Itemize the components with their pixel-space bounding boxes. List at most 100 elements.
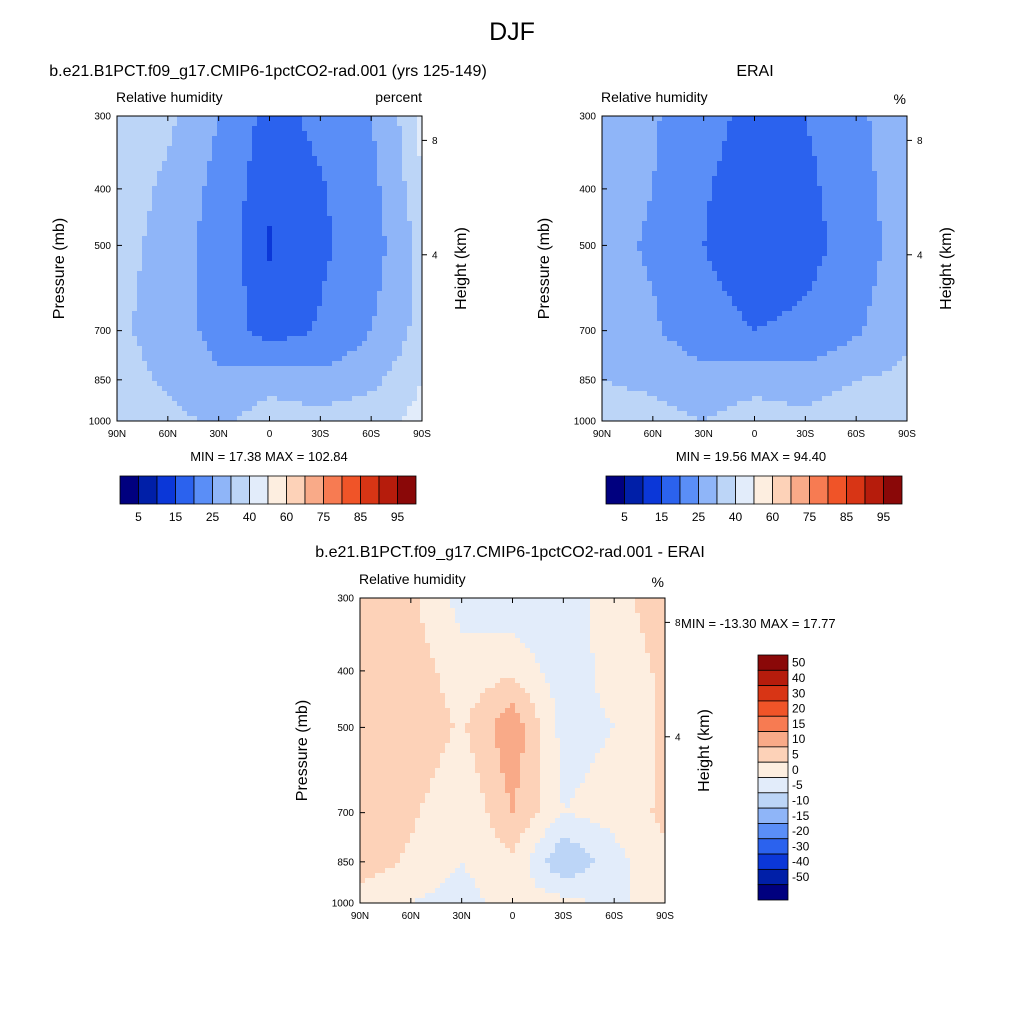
pressure-tick-label: 850	[579, 375, 596, 386]
colorbar-2-label: 95	[877, 510, 891, 524]
colorbar-2-swatch	[864, 475, 884, 505]
colorbar-3-label: 20	[792, 702, 806, 716]
panel-2-min-max: MIN = 19.56 MAX = 94.40	[675, 449, 827, 464]
colorbar-2-swatch	[809, 475, 829, 505]
height-axis-label: Height (km)	[453, 227, 470, 310]
panel-3-field	[360, 598, 665, 903]
pressure-tick-label: 400	[579, 184, 596, 195]
lat-tick-label: 90N	[108, 429, 126, 440]
pressure-tick-label: 400	[94, 184, 111, 195]
pressure-axis-label: Pressure (mb)	[294, 700, 311, 801]
colorbar-2-swatch	[883, 475, 903, 505]
colorbar-2-swatch	[827, 475, 847, 505]
colorbar-2-label: 5	[621, 510, 628, 524]
colorbar-3-swatch	[757, 853, 789, 870]
panel-1-units: percent	[375, 89, 422, 105]
panel-2-units: %	[893, 91, 906, 107]
panel-2-field	[602, 116, 907, 421]
colorbar-3-swatch	[757, 731, 789, 748]
colorbar-1-swatch	[230, 475, 250, 505]
panel-3-units: %	[651, 574, 664, 590]
colorbar-2-swatch	[753, 475, 773, 505]
panel-2-variable-label: Relative humidity	[601, 89, 708, 105]
colorbar-3-label: -30	[792, 839, 810, 853]
colorbar-2-swatch	[605, 475, 625, 505]
colorbar-3-label: -15	[792, 809, 810, 823]
height-axis-label: Height (km)	[696, 709, 713, 792]
panel-3-min-max: MIN = -13.30 MAX = 17.77	[681, 616, 836, 631]
pressure-tick-label: 500	[337, 723, 354, 734]
pressure-tick-label: 1000	[574, 417, 597, 428]
colorbar-1-swatch	[156, 475, 176, 505]
lat-tick-label: 60S	[362, 429, 380, 440]
lat-tick-label: 90N	[351, 911, 369, 922]
pressure-tick-label: 300	[579, 112, 596, 123]
pressure-tick-label: 300	[94, 112, 111, 123]
colorbar-1-swatch	[378, 475, 398, 505]
colorbar-3-swatch	[757, 685, 789, 702]
colorbar-1-swatch	[212, 475, 232, 505]
colorbar-2-swatch	[624, 475, 644, 505]
colorbar-3-swatch	[757, 654, 789, 671]
colorbar-1-label: 25	[206, 510, 220, 524]
colorbar-2-swatch	[698, 475, 718, 505]
colorbar-3-swatch	[757, 884, 789, 901]
colorbar-1-label: 15	[169, 510, 183, 524]
colorbar-2-swatch	[716, 475, 736, 505]
lat-tick-label: 90S	[898, 429, 916, 440]
pressure-tick-label: 700	[94, 326, 111, 337]
colorbar-1-swatch	[286, 475, 306, 505]
lat-tick-label: 60S	[605, 911, 623, 922]
colorbar-1-label: 95	[391, 510, 405, 524]
lat-tick-label: 60N	[402, 911, 420, 922]
colorbar-1-swatch	[304, 475, 324, 505]
panel-1-min-max: MIN = 17.38 MAX = 102.84	[190, 449, 348, 464]
height-tick-label: 4	[675, 732, 681, 743]
height-axis-label: Height (km)	[938, 227, 955, 310]
lat-tick-label: 90S	[413, 429, 431, 440]
panel-3-variable-label: Relative humidity	[359, 571, 466, 587]
colorbar-2-swatch	[661, 475, 681, 505]
colorbar-3-swatch	[757, 761, 789, 778]
colorbar-3-label: 30	[792, 686, 806, 700]
colorbar-1-swatch	[193, 475, 213, 505]
colorbar-2-swatch	[846, 475, 866, 505]
colorbar-3-swatch	[757, 807, 789, 824]
panel-3-title: b.e21.B1PCT.f09_g17.CMIP6-1pctCO2-rad.00…	[315, 544, 705, 561]
colorbar-2-swatch	[772, 475, 792, 505]
lat-tick-label: 0	[510, 911, 516, 922]
pressure-tick-label: 1000	[332, 899, 355, 910]
colorbar-1-swatch	[341, 475, 361, 505]
lat-tick-label: 60S	[847, 429, 865, 440]
colorbar-1-label: 75	[317, 510, 331, 524]
lat-tick-label: 90S	[656, 911, 674, 922]
lat-tick-label: 60N	[644, 429, 662, 440]
pressure-tick-label: 850	[337, 857, 354, 868]
colorbar-2-swatch	[679, 475, 699, 505]
pressure-tick-label: 700	[579, 326, 596, 337]
lat-tick-label: 30N	[209, 429, 227, 440]
colorbar-1-swatch	[119, 475, 139, 505]
colorbar-3-swatch	[757, 838, 789, 855]
colorbar-1-label: 60	[280, 510, 294, 524]
colorbar-3-label: 15	[792, 717, 806, 731]
colorbar-3-label: 0	[792, 763, 799, 777]
colorbar-2-label: 40	[729, 510, 743, 524]
colorbar-3-label: -40	[792, 855, 810, 869]
colorbar-3-swatch	[757, 777, 789, 794]
panel-1-field	[117, 116, 422, 421]
colorbar-1-swatch	[397, 475, 417, 505]
colorbar-3-swatch	[757, 669, 789, 687]
pressure-tick-label: 1000	[89, 417, 112, 428]
pressure-tick-label: 300	[337, 594, 354, 605]
colorbar-1-swatch	[138, 475, 158, 505]
lat-tick-label: 30S	[796, 429, 814, 440]
colorbar-3-label: 10	[792, 732, 806, 746]
colorbar-1-swatch	[175, 475, 195, 505]
height-tick-label: 8	[675, 618, 681, 629]
colorbar-1-label: 85	[354, 510, 368, 524]
lat-tick-label: 30N	[452, 911, 470, 922]
height-tick-label: 4	[917, 250, 923, 261]
colorbar-1-label: 40	[243, 510, 257, 524]
colorbar-2-swatch	[642, 475, 662, 505]
